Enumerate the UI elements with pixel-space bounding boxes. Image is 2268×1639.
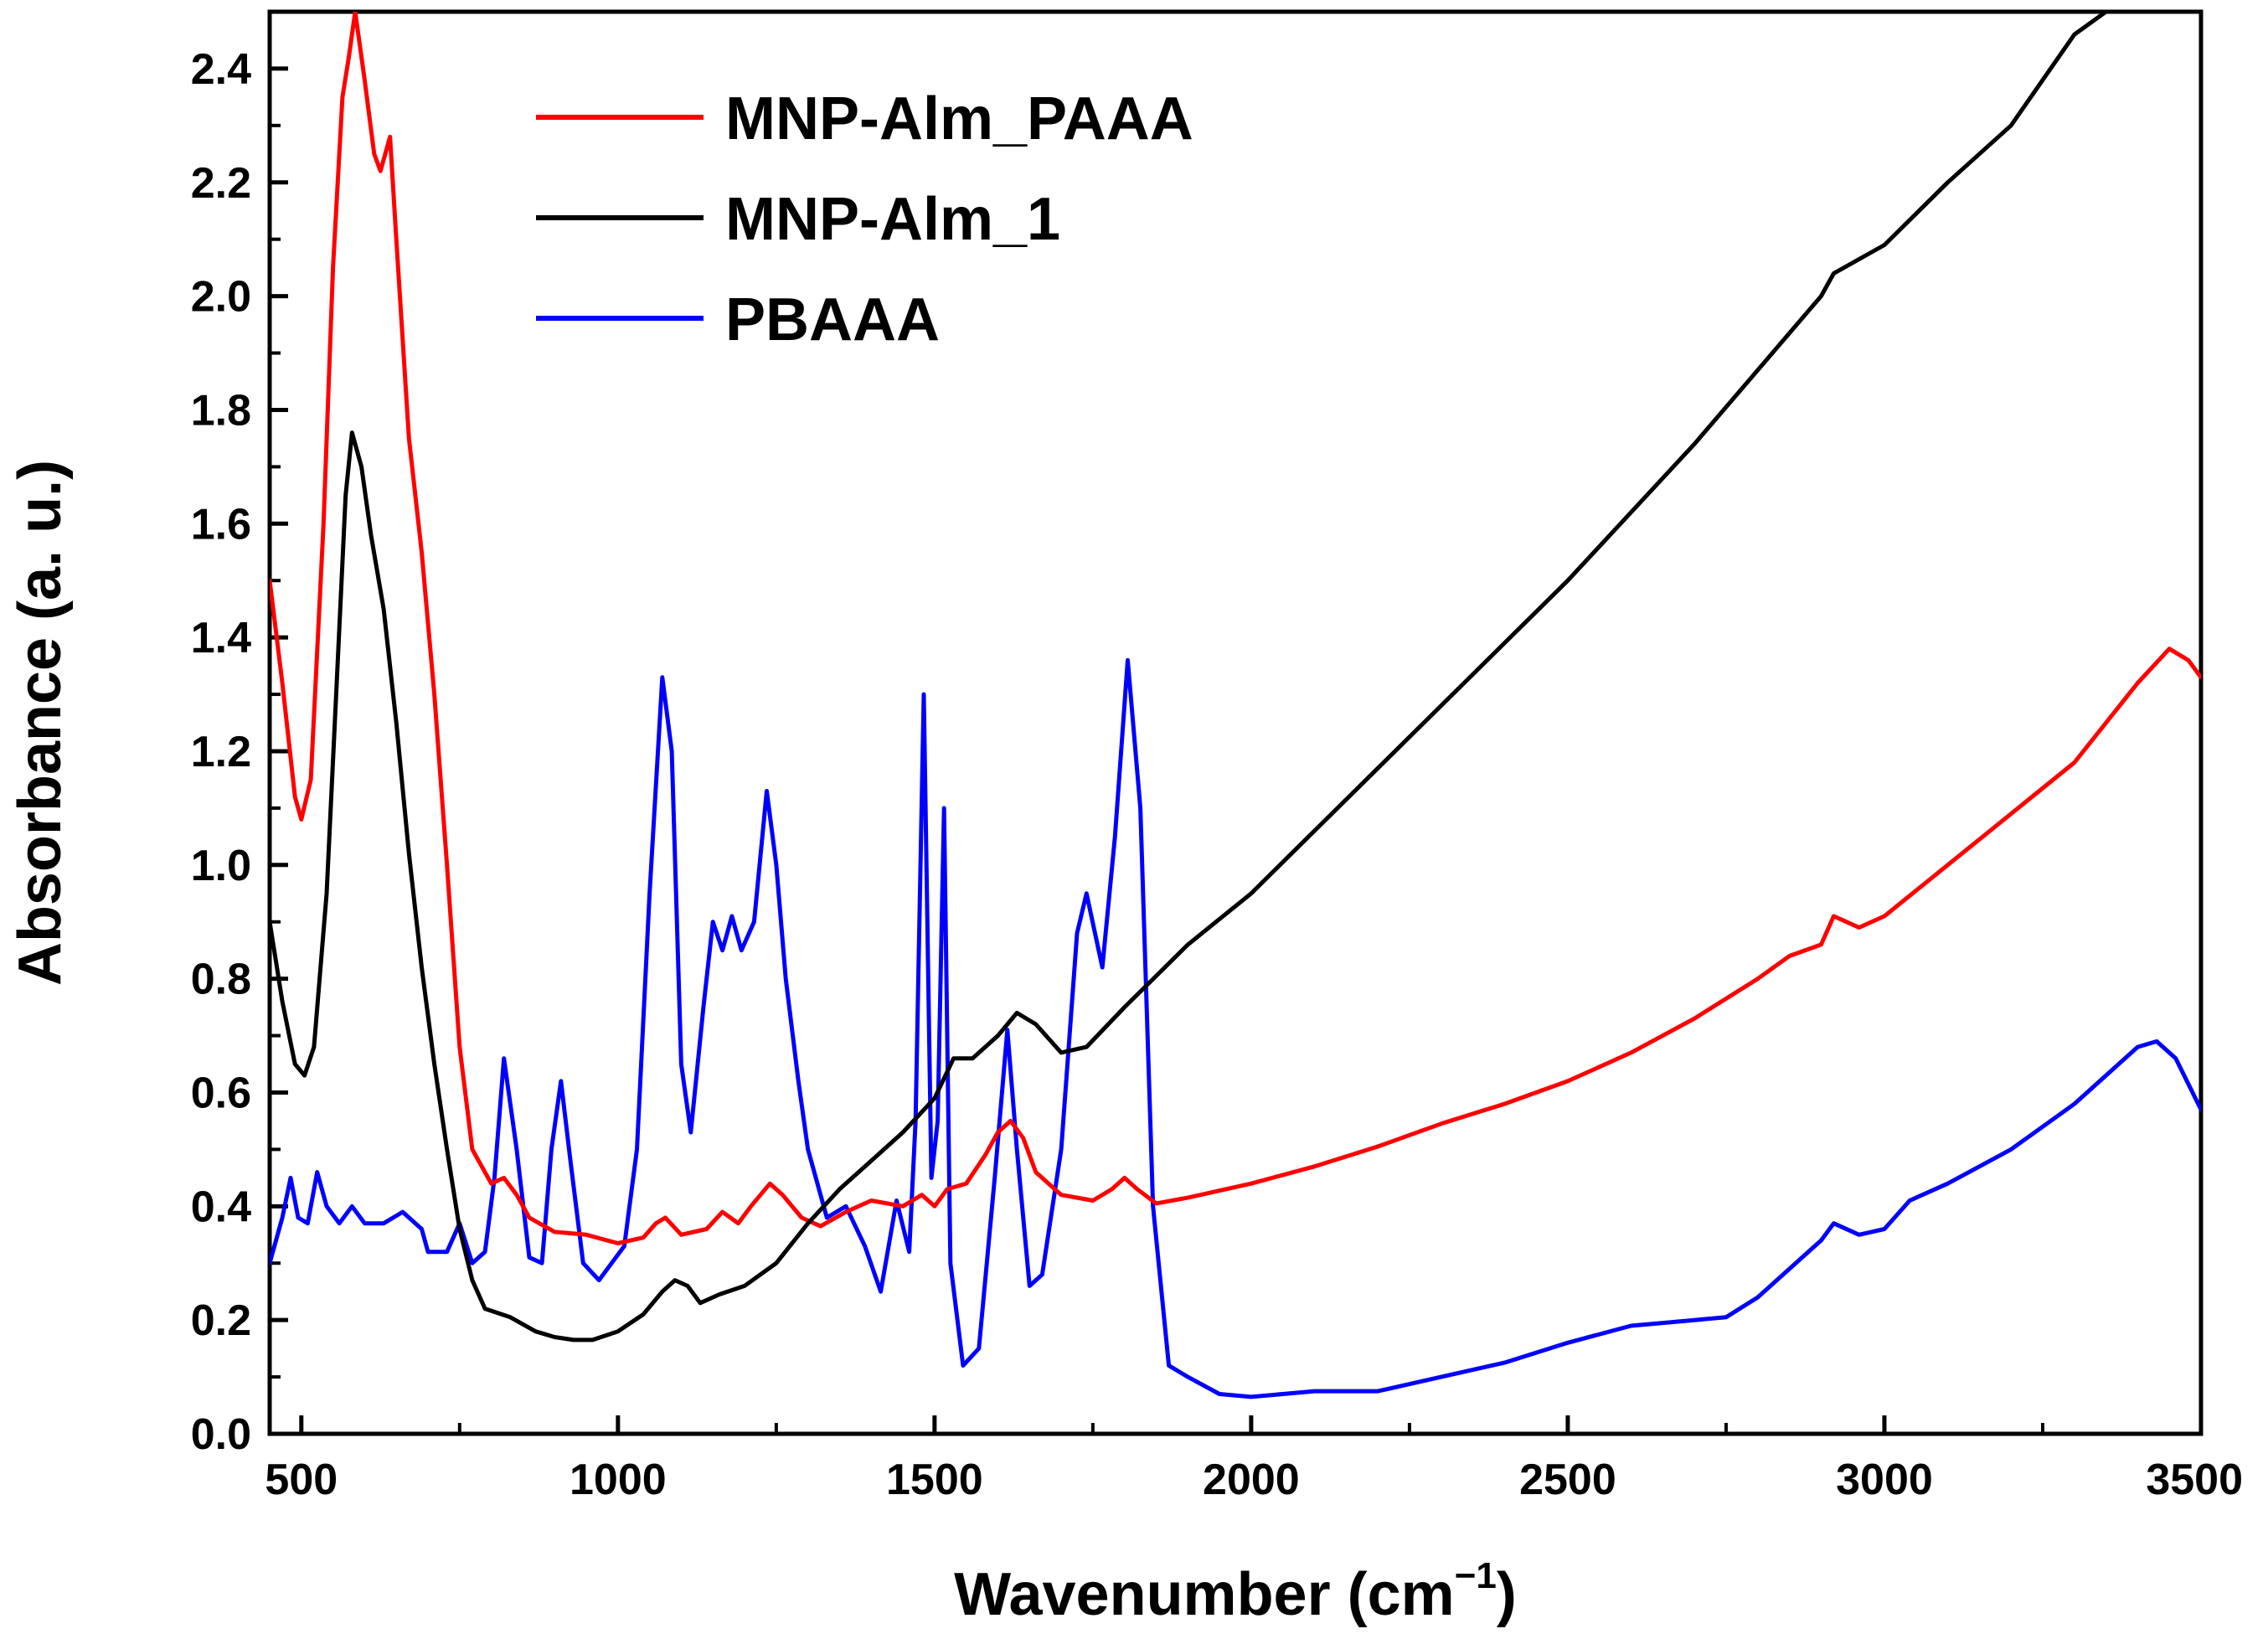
y-tick-label: 2.0	[191, 273, 251, 322]
y-tick-label: 2.4	[191, 45, 251, 94]
y-tick-label: 1.6	[191, 500, 251, 549]
x-axis-title-close: )	[1497, 1561, 1517, 1628]
y-tick-label: 0.6	[191, 1069, 251, 1117]
legend-label: PBAAA	[725, 286, 940, 353]
legend-label: MNP-Alm_PAAA	[725, 85, 1193, 152]
x-tick-label: 500	[265, 1456, 338, 1504]
x-tick-label: 2000	[1203, 1456, 1300, 1504]
legend-label: MNP-Alm_1	[725, 186, 1060, 253]
x-tick-label: 2500	[1519, 1456, 1616, 1504]
x-tick-label: 3000	[1836, 1456, 1933, 1504]
series-layer	[270, 12, 2201, 1399]
y-axis-title: Absorbance (a. u.)	[7, 460, 74, 986]
y-tick-label: 1.0	[191, 842, 251, 890]
legend: MNP-Alm_PAAA MNP-Alm_1 PBAAA	[536, 85, 1193, 353]
y-tick-label: 0.8	[191, 956, 251, 1004]
y-tick-label: 1.8	[191, 386, 251, 435]
plot-area	[267, 9, 2204, 1436]
x-tick-label: 3500	[2146, 1456, 2243, 1504]
series-line-pbaaa	[270, 657, 2201, 1399]
series-line-mnp-alm-paaa	[270, 12, 2201, 1245]
x-axis-title: Wavenumber (cm−1)	[954, 1555, 1517, 1628]
y-tick-label: 2.2	[191, 159, 251, 208]
axis-ticks	[270, 66, 2204, 1436]
tick-labels: 0.0 0.2 0.4 0.6 0.8 1.0 1.2 1.4 1.6 1.8 2.0 2.2 2.4 5…	[191, 45, 2243, 1504]
plot-frame	[267, 9, 2204, 1436]
x-axis-title-main: Wavenumber (cm	[954, 1561, 1454, 1628]
y-tick-label: 1.4	[191, 614, 251, 662]
y-tick-label: 0.2	[191, 1296, 251, 1345]
series-line-mnp-alm-1	[270, 12, 2109, 1343]
y-tick-label: 1.2	[191, 728, 251, 776]
y-tick-label: 0.0	[191, 1410, 251, 1459]
y-tick-label: 0.4	[191, 1183, 251, 1231]
x-tick-label: 1000	[570, 1456, 667, 1504]
x-tick-label: 1500	[886, 1456, 983, 1504]
x-axis-title-superscript: −1	[1455, 1555, 1497, 1596]
